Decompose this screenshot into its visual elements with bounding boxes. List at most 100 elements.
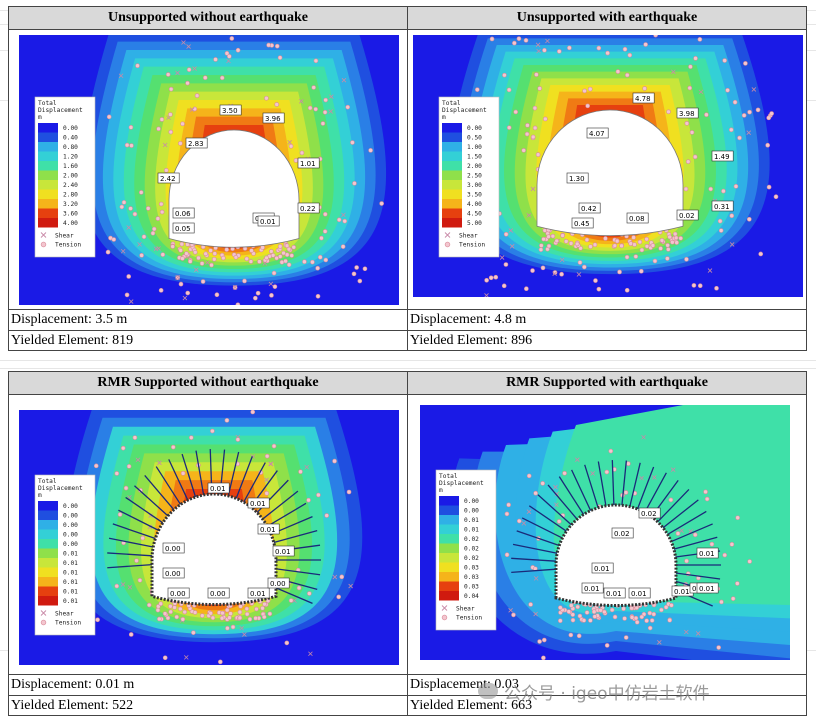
- displacement-tag: 0.01: [257, 523, 280, 535]
- tension-marker: [155, 607, 161, 613]
- tension-marker: [180, 121, 185, 127]
- tension-marker: [220, 610, 225, 616]
- tension-marker: [588, 618, 593, 623]
- rock-bolt: [511, 568, 557, 573]
- tension-marker: [766, 184, 772, 190]
- shear-marker: [175, 70, 180, 76]
- tension-marker: [244, 606, 250, 612]
- shear-marker: [192, 66, 197, 71]
- tension-marker: [128, 206, 133, 211]
- tension-marker: [719, 599, 724, 605]
- shear-marker: [552, 271, 557, 276]
- tension-marker: [272, 284, 278, 289]
- svg-text:1.50: 1.50: [467, 154, 482, 161]
- tension-marker: [535, 152, 541, 157]
- contour-figure: 0.02 0.02 0.01 0.01 0.01 0.01 0.01 0.01 0.01 0.01…: [408, 395, 806, 673]
- tension-marker: [132, 435, 138, 440]
- tension-marker: [316, 492, 321, 498]
- tension-marker: [617, 269, 622, 275]
- rock-bolt: [144, 474, 175, 511]
- displacement-tag: 0.01: [696, 547, 719, 559]
- tension-marker: [244, 256, 250, 262]
- tension-marker: [351, 271, 357, 277]
- shear-marker: [707, 268, 713, 273]
- tension-marker: [747, 109, 752, 115]
- displacement-tag: 2.42: [157, 172, 180, 184]
- tension-marker: [683, 186, 689, 192]
- tension-marker: [634, 619, 640, 625]
- tension-marker: [277, 254, 283, 259]
- svg-text:0.01: 0.01: [210, 485, 226, 493]
- shear-marker: [508, 228, 514, 233]
- shear-marker: [118, 73, 124, 79]
- svg-text:Shear: Shear: [55, 611, 74, 618]
- tension-marker: [578, 245, 583, 251]
- tension-marker: [633, 615, 639, 621]
- svg-text:0.02: 0.02: [464, 555, 479, 562]
- tension-marker: [532, 105, 538, 111]
- shear-marker: [287, 140, 292, 145]
- tension-marker: [362, 266, 368, 272]
- svg-text:Tension: Tension: [55, 620, 81, 627]
- svg-text:2.42: 2.42: [160, 175, 176, 183]
- tension-marker: [162, 611, 168, 616]
- tension-marker: [269, 293, 274, 298]
- tension-marker: [665, 242, 670, 248]
- rock-bolt: [571, 469, 592, 511]
- svg-text:0.00: 0.00: [270, 580, 286, 588]
- svg-text:0.00: 0.00: [467, 125, 482, 132]
- tension-marker: [158, 288, 164, 293]
- rock-bolt: [118, 509, 159, 531]
- svg-text:0.00: 0.00: [63, 532, 78, 539]
- svg-text:2.00: 2.00: [63, 173, 78, 180]
- tension-marker: [692, 154, 698, 160]
- tension-marker: [299, 150, 305, 156]
- tension-marker: [563, 239, 569, 244]
- svg-text:0.00: 0.00: [464, 498, 479, 505]
- tension-marker: [634, 605, 640, 611]
- tension-marker: [264, 491, 270, 496]
- tension-marker: [489, 36, 495, 42]
- tension-marker: [211, 256, 217, 262]
- tension-marker: [741, 113, 747, 118]
- tension-marker: [323, 257, 329, 263]
- tension-marker: [178, 606, 183, 612]
- tension-marker: [192, 610, 198, 615]
- tension-marker: [145, 206, 151, 211]
- svg-text:0.01: 0.01: [674, 588, 690, 596]
- tension-marker: [493, 274, 499, 280]
- svg-text:3.50: 3.50: [467, 192, 482, 199]
- tension-marker: [582, 88, 587, 94]
- svg-text:m: m: [38, 114, 42, 121]
- tension-marker: [219, 615, 225, 621]
- tension-marker: [320, 121, 326, 126]
- tension-marker: [260, 605, 265, 611]
- tension-marker: [546, 243, 552, 249]
- contour-figure: 0.01 0.01 0.01 0.00 0.01 0.00 0.00 0.00 0.01 0.00…: [9, 395, 407, 673]
- shear-marker: [508, 608, 513, 613]
- tension-marker: [596, 45, 602, 51]
- svg-text:0.00: 0.00: [63, 125, 78, 132]
- contour-plot-svg: 0.01 0.01 0.01 0.00 0.01 0.00 0.00 0.00 0.01 0.00…: [19, 410, 399, 665]
- tension-marker: [562, 470, 567, 476]
- svg-text:Displacement: Displacement: [442, 107, 487, 114]
- svg-text:0.00: 0.00: [170, 590, 186, 598]
- tension-marker: [639, 614, 645, 620]
- tension-marker: [604, 643, 610, 648]
- tension-marker: [621, 606, 626, 612]
- tension-marker: [619, 243, 624, 249]
- tension-marker: [257, 259, 262, 264]
- shear-marker: [268, 461, 273, 467]
- rock-bolt: [584, 464, 599, 508]
- tension-marker: [591, 609, 597, 614]
- svg-text:3.20: 3.20: [63, 201, 78, 208]
- svg-text:0.01: 0.01: [631, 590, 647, 598]
- tension-marker: [540, 265, 546, 271]
- svg-text:0.00: 0.00: [63, 541, 78, 548]
- tension-marker: [722, 58, 727, 63]
- tension-marker: [185, 290, 191, 296]
- displacement-tag: 0.00: [162, 567, 185, 579]
- tension-marker: [322, 211, 328, 217]
- svg-text:0.22: 0.22: [300, 205, 316, 213]
